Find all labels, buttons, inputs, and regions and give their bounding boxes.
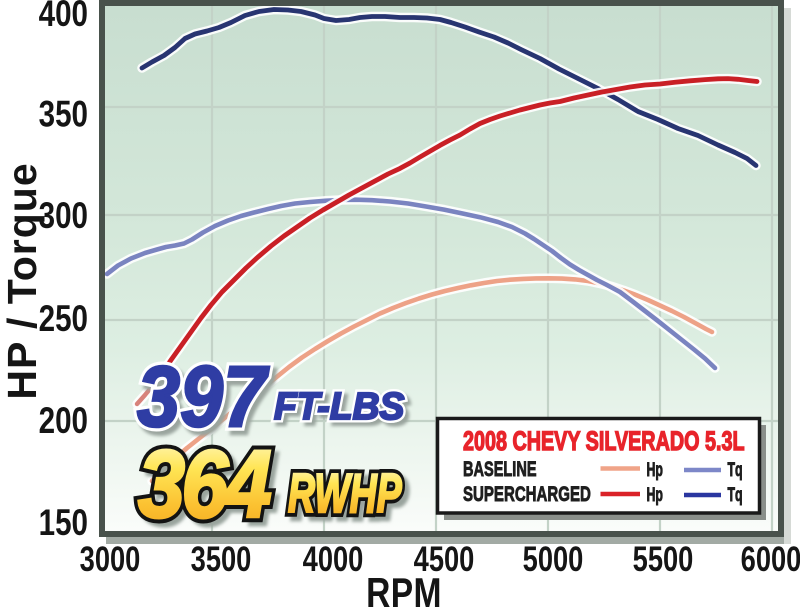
svg-text:5000: 5000 [523, 540, 584, 579]
svg-text:BASELINE: BASELINE [463, 456, 537, 481]
svg-text:FT-LBS: FT-LBS [278, 389, 408, 431]
svg-text:400: 400 [39, 0, 88, 35]
svg-text:Hp: Hp [647, 459, 664, 480]
svg-text:364: 364 [143, 436, 276, 543]
svg-text:RWHP: RWHP [288, 462, 402, 524]
svg-text:350: 350 [39, 94, 88, 135]
svg-text:RPM: RPM [366, 571, 442, 614]
svg-text:5500: 5500 [633, 540, 694, 579]
svg-text:3000: 3000 [80, 540, 141, 579]
svg-text:364: 364 [138, 431, 271, 538]
svg-text:FT-LBS: FT-LBS [274, 385, 404, 427]
svg-text:FT-LBS: FT-LBS [274, 385, 404, 427]
svg-text:200: 200 [39, 401, 88, 442]
svg-text:4500: 4500 [414, 540, 475, 579]
svg-text:Tq: Tq [728, 459, 743, 480]
svg-text:300: 300 [39, 196, 88, 237]
svg-text:3500: 3500 [191, 540, 252, 579]
svg-text:364: 364 [138, 431, 271, 538]
svg-text:Hp: Hp [647, 484, 664, 505]
svg-text:Tq: Tq [728, 484, 743, 505]
svg-text:4000: 4000 [303, 540, 364, 579]
svg-text:HP / Torque: HP / Torque [0, 162, 45, 399]
svg-text:250: 250 [39, 299, 88, 340]
svg-text:397: 397 [137, 349, 269, 445]
svg-text:RWHP: RWHP [293, 467, 407, 529]
svg-text:2008 CHEVY SILVERADO 5.3L: 2008 CHEVY SILVERADO 5.3L [463, 427, 745, 457]
svg-text:RWHP: RWHP [288, 462, 402, 524]
svg-text:150: 150 [39, 503, 88, 544]
svg-text:SUPERCHARGED: SUPERCHARGED [463, 481, 591, 505]
svg-text:6000: 6000 [741, 540, 800, 579]
svg-text:397: 397 [137, 349, 269, 445]
svg-text:397: 397 [141, 354, 273, 450]
